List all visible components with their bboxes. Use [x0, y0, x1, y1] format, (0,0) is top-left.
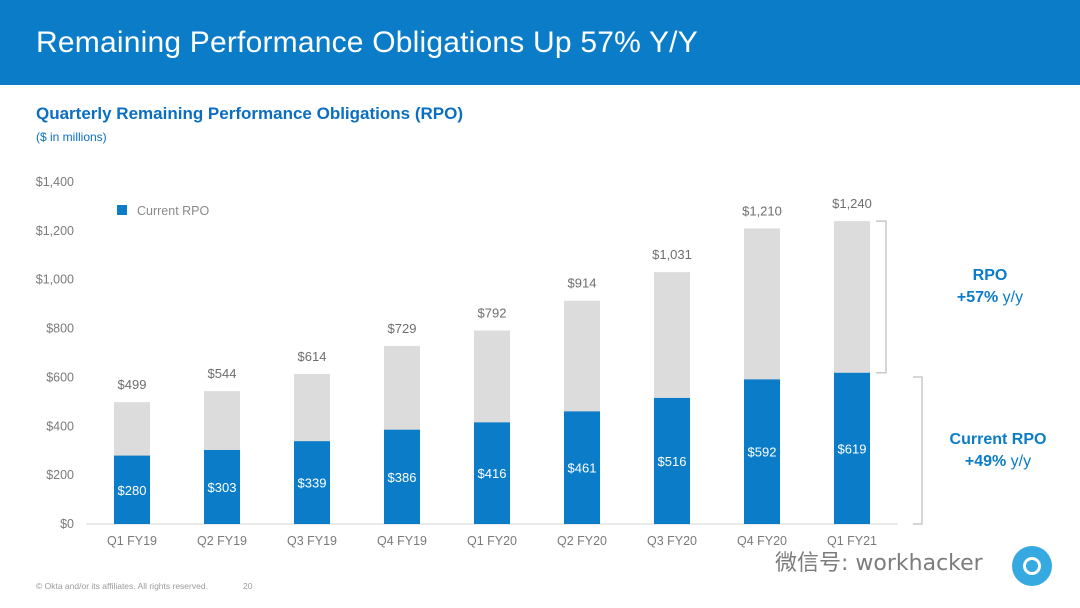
- x-tick-label: Q1 FY19: [107, 534, 157, 548]
- current-rpo-data-label: $461: [568, 461, 597, 476]
- total-rpo-data-label: $1,031: [652, 247, 692, 262]
- x-tick-label: Q3 FY19: [287, 534, 337, 548]
- watermark-text: 微信号: workhacker: [775, 551, 984, 576]
- x-tick-label: Q1 FY21: [827, 534, 877, 548]
- total-rpo-data-label: $499: [118, 377, 147, 392]
- total-rpo-data-label: $914: [568, 276, 597, 291]
- current-rpo-growth-heading: Current RPO: [950, 431, 1047, 448]
- current-rpo-data-label: $339: [298, 476, 327, 491]
- current-rpo-bar: [384, 429, 420, 524]
- rpo-growth-percent: +57%: [957, 289, 1003, 306]
- current-rpo-data-label: $280: [118, 483, 147, 498]
- page-number: 20: [243, 581, 253, 591]
- current-rpo-data-label: $416: [478, 466, 507, 481]
- total-rpo-data-label: $614: [298, 349, 327, 364]
- total-rpo-data-label: $792: [478, 306, 507, 321]
- current-rpo-bar: [564, 411, 600, 524]
- y-tick-label: $200: [46, 468, 74, 482]
- current-rpo-data-label: $303: [208, 480, 237, 495]
- chart-title: Quarterly Remaining Performance Obligati…: [36, 104, 463, 123]
- rpo-growth-suffix: y/y: [1003, 289, 1023, 306]
- rpo-bracket: [876, 220, 887, 374]
- current-rpo-bar: [834, 372, 870, 524]
- current-rpo-bar: [294, 441, 330, 524]
- x-tick-label: Q4 FY20: [737, 534, 787, 548]
- y-tick-label: $400: [46, 419, 74, 433]
- rpo-growth-value: +57% y/y: [957, 289, 1023, 306]
- total-rpo-data-label: $729: [388, 321, 417, 336]
- current-rpo-bar: [114, 455, 150, 524]
- legend-label: Current RPO: [137, 204, 210, 218]
- current-rpo-bar: [474, 422, 510, 524]
- legend-swatch: [117, 205, 127, 215]
- okta-logo-icon: [1012, 546, 1052, 586]
- current-rpo-bar: [204, 449, 240, 524]
- current-rpo-data-label: $386: [388, 470, 417, 485]
- y-tick-label: $800: [46, 322, 74, 336]
- current-rpo-bar: [654, 397, 690, 524]
- total-rpo-data-label: $544: [208, 366, 237, 381]
- current-rpo-growth-percent: +49%: [965, 453, 1011, 470]
- rpo-growth-heading: RPO: [973, 267, 1008, 284]
- total-rpo-data-label: $1,210: [742, 203, 782, 218]
- current-rpo-bracket: [913, 376, 923, 525]
- x-tick-label: Q1 FY20: [467, 534, 517, 548]
- y-tick-label: $600: [46, 370, 74, 384]
- x-tick-label: Q4 FY19: [377, 534, 427, 548]
- total-rpo-data-label: $1,240: [832, 196, 872, 211]
- title-banner: Remaining Performance Obligations Up 57%…: [0, 0, 1080, 85]
- current-rpo-growth-suffix: y/y: [1011, 453, 1031, 470]
- current-rpo-growth-value: +49% y/y: [965, 453, 1031, 470]
- x-tick-label: Q3 FY20: [647, 534, 697, 548]
- current-rpo-data-label: $619: [838, 441, 867, 456]
- copyright-text: © Okta and/or its affiliates. All rights…: [36, 581, 208, 591]
- y-tick-label: $0: [60, 517, 74, 531]
- x-tick-label: Q2 FY20: [557, 534, 607, 548]
- current-rpo-data-label: $592: [748, 445, 777, 460]
- y-tick-label: $1,400: [36, 175, 74, 189]
- y-tick-label: $1,000: [36, 273, 74, 287]
- current-rpo-bar: [744, 379, 780, 524]
- page-title: Remaining Performance Obligations Up 57%…: [36, 26, 698, 59]
- current-rpo-data-label: $516: [658, 454, 687, 469]
- y-tick-label: $1,200: [36, 224, 74, 238]
- x-tick-label: Q2 FY19: [197, 534, 247, 548]
- chart-units: ($ in millions): [36, 130, 107, 144]
